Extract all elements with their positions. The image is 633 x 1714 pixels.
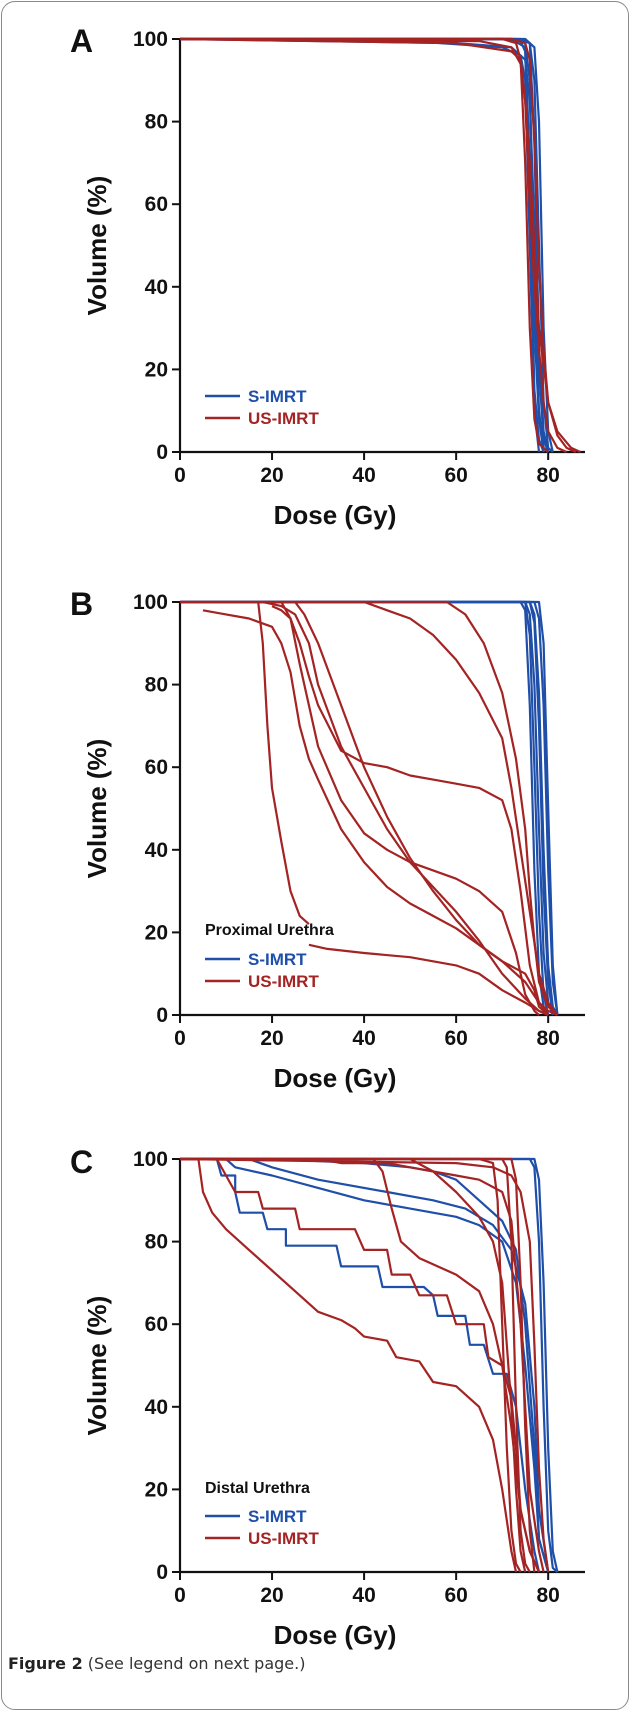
- series-line-us-imrt: [308, 943, 549, 1017]
- figure-caption: Figure 2 (See legend on next page.): [8, 1654, 305, 1673]
- series-line-us-imrt: [180, 600, 559, 1016]
- y-tick-label: 60: [145, 193, 168, 216]
- legend-label: US-IMRT: [248, 1529, 319, 1548]
- series-line-s-imrt: [180, 37, 550, 453]
- caption-text: (See legend on next page.): [82, 1654, 306, 1673]
- series-line-s-imrt: [180, 37, 549, 453]
- x-tick-label: 80: [537, 1584, 560, 1607]
- series-line-us-imrt: [180, 1157, 527, 1573]
- region-annotation: Proximal Urethra: [205, 922, 334, 939]
- series-line-us-imrt: [294, 601, 549, 1016]
- series-line-us-imrt: [179, 1157, 550, 1573]
- chart-panel-a: A 0 20 40 60 80 100 0 20 40 60 80 Dose (Gy) Volume (%…: [70, 23, 585, 530]
- x-tick-label: 20: [260, 464, 283, 487]
- x-tick-label: 60: [444, 464, 467, 487]
- y-tick-label: 40: [145, 276, 168, 299]
- series-line-us-imrt: [180, 1157, 531, 1573]
- y-tick-label: 0: [156, 1004, 168, 1027]
- series-line-s-imrt: [180, 1157, 550, 1573]
- y-tick-label: 0: [156, 1561, 168, 1584]
- y-tick-label: 60: [145, 1313, 168, 1336]
- y-tick-label: 80: [145, 111, 168, 134]
- y-tick-label: 20: [145, 921, 168, 944]
- region-annotation: Distal Urethra: [205, 1480, 310, 1497]
- series-line-s-imrt: [180, 37, 554, 453]
- series-line-us-imrt: [202, 609, 558, 1017]
- series-line-us-imrt: [180, 1157, 541, 1573]
- series-line-us-imrt: [180, 1157, 522, 1573]
- y-tick-label: 80: [145, 674, 168, 697]
- y-tick-label: 100: [133, 1148, 168, 1171]
- series-line-s-imrt: [180, 37, 554, 453]
- y-tick-label: 40: [145, 839, 168, 862]
- series-line-us-imrt: [179, 37, 568, 454]
- series-line-s-imrt: [180, 1157, 550, 1573]
- legend-label: US-IMRT: [248, 409, 319, 428]
- x-tick-label: 20: [260, 1584, 283, 1607]
- x-tick-label: 0: [174, 1027, 186, 1050]
- series-line-s-imrt: [215, 1158, 541, 1573]
- x-tick-label: 60: [444, 1584, 467, 1607]
- x-tick-label: 20: [260, 1027, 283, 1050]
- x-tick-label: 80: [537, 1027, 560, 1050]
- y-tick-label: 100: [133, 28, 168, 51]
- series-line-s-imrt: [180, 1157, 559, 1573]
- y-tick-label: 20: [145, 1478, 168, 1501]
- series-line-s-imrt: [180, 1157, 559, 1573]
- series-line-us-imrt: [271, 605, 550, 1016]
- y-tick-label: 40: [145, 1396, 168, 1419]
- x-tick-label: 40: [352, 1027, 375, 1050]
- y-axis-label: Volume (%): [82, 176, 112, 316]
- series-line-s-imrt: [180, 37, 545, 453]
- legend-label: US-IMRT: [248, 972, 319, 991]
- x-tick-label: 80: [537, 464, 560, 487]
- x-axis-label: Dose (Gy): [274, 500, 397, 530]
- x-axis-label: Dose (Gy): [274, 1620, 397, 1650]
- series-line-s-imrt: [179, 37, 550, 453]
- x-tick-label: 40: [352, 464, 375, 487]
- x-tick-label: 40: [352, 1584, 375, 1607]
- legend-label: S-IMRT: [248, 1507, 307, 1526]
- series-line-us-imrt: [257, 601, 310, 925]
- y-axis-label: Volume (%): [82, 1296, 112, 1436]
- y-tick-label: 100: [133, 591, 168, 614]
- series-line-s-imrt: [179, 37, 541, 453]
- y-tick-label: 0: [156, 441, 168, 464]
- series-line-s-imrt: [180, 37, 545, 453]
- y-axis-label: Volume (%): [82, 739, 112, 879]
- chart-panel-c: C 0 20 40 60 80 100 0 20 40 60 80 Dose (Gy) Volume (%…: [70, 1144, 585, 1650]
- chart-panel-b: B 0 20 40 60 80 100 0 20 40 60 80 Dose (Gy) Volume (%…: [70, 586, 585, 1093]
- series-line-us-imrt: [197, 1158, 518, 1573]
- series-line-us-imrt: [180, 1157, 545, 1573]
- series-line-us-imrt: [180, 1157, 536, 1573]
- y-tick-label: 80: [145, 1231, 168, 1254]
- x-tick-label: 60: [444, 1027, 467, 1050]
- series-line-us-imrt: [262, 600, 549, 1017]
- series-line-s-imrt: [180, 1157, 550, 1573]
- series-line-s-imrt: [180, 600, 550, 1016]
- panel-label: B: [70, 586, 93, 622]
- legend-label: S-IMRT: [248, 950, 307, 969]
- series-line-us-imrt: [180, 37, 577, 454]
- x-tick-label: 0: [174, 464, 186, 487]
- x-tick-label: 0: [174, 1584, 186, 1607]
- y-tick-label: 60: [145, 756, 168, 779]
- caption-label: Figure 2: [8, 1654, 83, 1673]
- panel-label: C: [70, 1144, 93, 1180]
- y-tick-label: 20: [145, 358, 168, 381]
- x-axis-label: Dose (Gy): [274, 1063, 397, 1093]
- series-line-us-imrt: [280, 601, 540, 1016]
- series-line-us-imrt: [179, 37, 581, 454]
- series-line-us-imrt: [180, 37, 549, 453]
- panel-label: A: [70, 23, 93, 59]
- legend-label: S-IMRT: [248, 387, 307, 406]
